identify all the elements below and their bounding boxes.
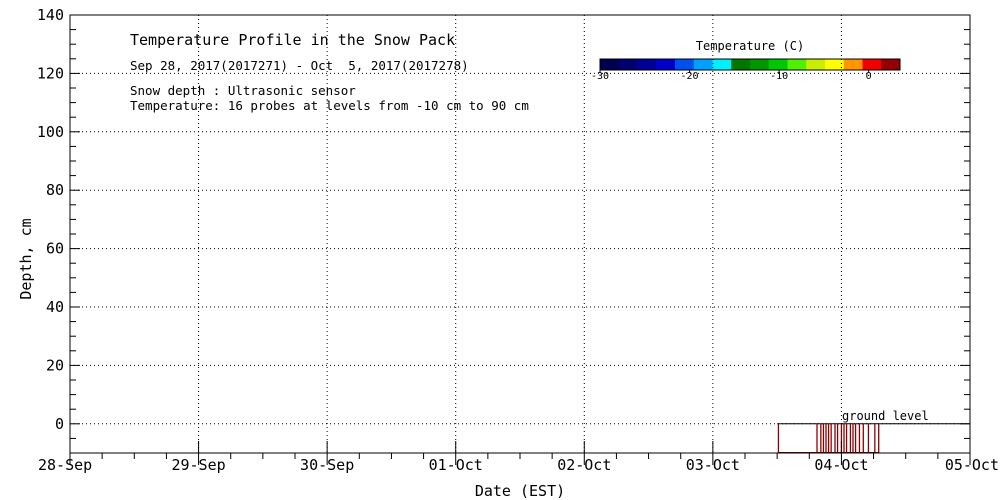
x-tick-label: 05-Oct [945,456,999,474]
x-tick-label: 29-Sep [171,456,225,474]
colorbar-swatch [787,59,807,70]
colorbar-swatch [750,59,770,70]
chart-note-probes: Temperature: 16 probes at levels from -1… [130,98,529,113]
colorbar-tick-label: -30 [591,71,609,82]
x-tick-label: 28-Sep [38,456,92,474]
chart-note-sensor: Snow depth : Ultrasonic sensor [130,83,356,98]
y-tick-label: 60 [46,240,64,258]
colorbar-swatch [843,59,863,70]
x-tick-label: 02-Oct [557,456,611,474]
x-tick-label: 04-Oct [814,456,868,474]
colorbar-swatch [731,59,751,70]
snow-depth-series [777,423,970,453]
y-axis-label: Depth, cm [17,218,35,299]
colorbar-swatch [825,59,845,70]
x-tick-label: 30-Sep [300,456,354,474]
colorbar-swatch [768,59,788,70]
colorbar-tick-label: -20 [681,71,699,82]
colorbar-title: Temperature (C) [696,39,804,53]
colorbar-swatch [806,59,826,70]
colorbar-swatch [693,59,713,70]
y-tick-label: 0 [55,415,64,433]
colorbar-tick-label: 0 [866,71,872,82]
plot-border [69,14,971,454]
colorbar-swatch [881,59,901,70]
colorbar-swatch [862,59,882,70]
chart-title: Temperature Profile in the Snow Pack [130,31,455,49]
x-tick-label: 01-Oct [429,456,483,474]
temperature-colorbar: -30 -20 -10 0 [591,58,901,82]
plot-frame [69,14,971,454]
x-axis-ticks: 28-Sep 29-Sep 30-Sep 01-Oct 02-Oct 03-Oct 04-O… [38,441,999,474]
colorbar-swatch [712,59,732,70]
colorbar-tick-label: -10 [770,71,788,82]
grid-lines [70,15,970,453]
y-tick-label: 140 [37,6,64,24]
chart-subtitle: Sep 28, 2017(2017271) - Oct 5, 2017(2017… [130,58,469,73]
y-tick-label: 80 [46,181,64,199]
y-tick-label: 100 [37,123,64,141]
y-tick-label: 20 [46,356,64,374]
colorbar-swatch [618,59,638,70]
y-axis-ticks: 0 20 40 60 80 100 120 140 [37,6,970,454]
x-axis-label: Date (EST) [475,482,565,500]
ground-level-label: ground level [842,409,929,423]
colorbar-border [599,58,901,71]
colorbar-swatch [656,59,676,70]
colorbar-swatch [675,59,695,70]
colorbar-swatch [600,59,620,70]
colorbar-swatch [637,59,657,70]
y-tick-label: 120 [37,64,64,82]
x-tick-label: 03-Oct [686,456,740,474]
y-tick-label: 40 [46,298,64,316]
